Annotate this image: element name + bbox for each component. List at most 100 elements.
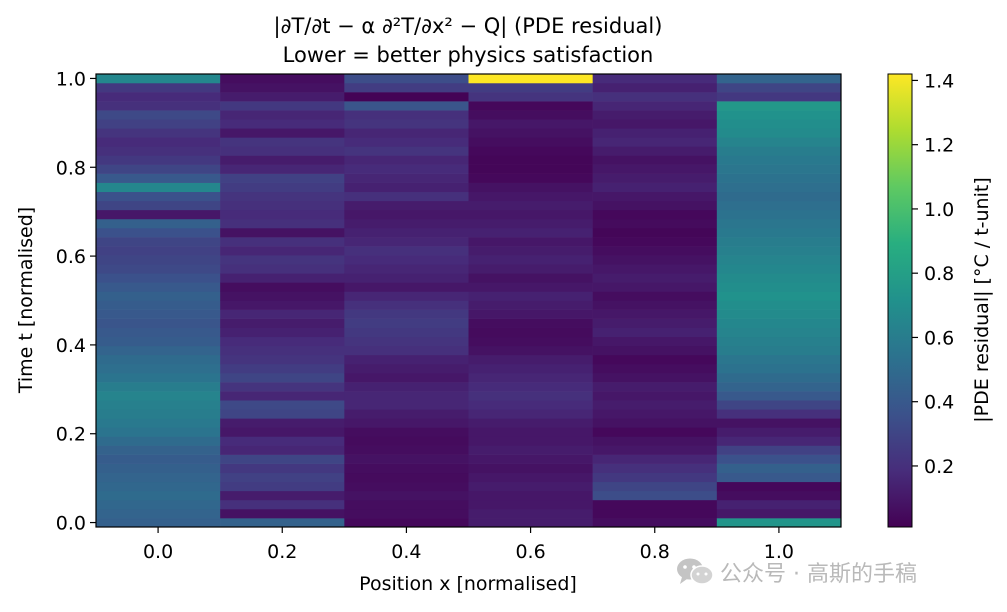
heatmap-cell	[96, 209, 221, 220]
heatmap-cell	[96, 436, 221, 446]
heatmap-cell	[592, 119, 718, 129]
heatmap-cell	[716, 508, 842, 519]
heatmap-cell	[592, 345, 718, 356]
heatmap-cell	[592, 472, 718, 483]
heatmap-cell	[716, 264, 842, 274]
heatmap-cell	[716, 363, 842, 374]
heatmap-cell	[468, 345, 593, 356]
heatmap-cell	[592, 400, 718, 410]
heatmap-cell	[96, 336, 221, 347]
heatmap-cell	[592, 518, 718, 528]
heatmap-cell	[344, 336, 469, 347]
heatmap-cell	[468, 373, 593, 383]
heatmap-cell	[592, 490, 718, 501]
x-tick-label: 0.2	[267, 541, 297, 563]
heatmap-cell	[96, 518, 221, 528]
heatmap-cell	[344, 427, 469, 437]
heatmap-cell	[344, 246, 469, 256]
heatmap-cell	[96, 382, 221, 392]
heatmap-cell	[220, 300, 345, 310]
heatmap-cell	[344, 173, 469, 183]
heatmap-cell	[716, 463, 842, 474]
heatmap-cell	[592, 436, 718, 446]
x-axis-label: Position x [normalised]	[359, 573, 577, 595]
heatmap-cell	[592, 237, 718, 247]
colorbar-tick-label: 1.2	[924, 135, 954, 157]
heatmap-cell	[344, 155, 469, 165]
heatmap-cell	[96, 327, 221, 338]
heatmap-cell	[220, 472, 345, 483]
heatmap-cell	[716, 182, 842, 193]
heatmap-cell	[344, 73, 469, 84]
heatmap-cell	[344, 146, 469, 156]
heatmap-cell	[96, 427, 221, 437]
heatmap-cell	[468, 200, 593, 211]
heatmap-cell	[344, 391, 469, 401]
heatmap-cell	[344, 436, 469, 446]
heatmap-cell	[468, 327, 593, 338]
heatmap-cell	[468, 300, 593, 310]
heatmap-cell	[344, 300, 469, 310]
heatmap-cell	[716, 255, 842, 265]
heatmap-cell	[716, 291, 842, 301]
heatmap-cell	[96, 454, 221, 464]
heatmap-cell	[716, 282, 842, 292]
heatmap-cell	[592, 164, 718, 174]
heatmap-cell	[96, 345, 221, 356]
heatmap-cell	[96, 155, 221, 165]
heatmap-cell	[220, 200, 345, 211]
plot-frame	[95, 73, 842, 528]
heatmap-cell	[220, 427, 345, 437]
heatmap-cell	[468, 146, 593, 156]
heatmap-cell	[468, 454, 593, 464]
heatmap-cell	[468, 291, 593, 301]
heatmap-cell	[468, 82, 593, 93]
x-tick-label: 0.0	[143, 541, 173, 563]
heatmap-cell	[592, 363, 718, 374]
heatmap-cell	[716, 382, 842, 392]
heatmap-cell	[592, 209, 718, 220]
heatmap-cell	[220, 400, 345, 410]
heatmap-cell	[468, 472, 593, 483]
heatmap-cell	[220, 137, 345, 147]
heatmap-cell	[96, 227, 221, 238]
heatmap-cell	[96, 218, 221, 229]
heatmap-cell	[592, 146, 718, 156]
y-tick-label: 1.0	[56, 68, 86, 90]
heatmap-cell	[592, 445, 718, 455]
heatmap-cell	[716, 128, 842, 138]
heatmap-cell	[96, 128, 221, 138]
x-axis: 0.0 0.2 0.4 0.6 0.8 1.0	[143, 527, 794, 563]
heatmap-cell	[592, 309, 718, 319]
heatmap-cell	[592, 282, 718, 292]
colorbar-tick-label: 0.2	[924, 456, 954, 478]
heatmap-cell	[220, 418, 345, 428]
heatmap-cell	[592, 101, 718, 111]
chart-subtitle: Lower = better physics satisfaction	[283, 43, 654, 67]
x-tick-label: 0.6	[515, 541, 545, 563]
heatmap-cell	[468, 101, 593, 111]
heatmap-cell	[344, 327, 469, 338]
heatmap-cell	[96, 237, 221, 247]
colorbar	[887, 73, 913, 528]
heatmap-cell	[220, 155, 345, 165]
heatmap-cell	[592, 246, 718, 256]
heatmap-cell	[344, 227, 469, 238]
watermark: 公众号 · 高斯的手稿	[676, 556, 917, 588]
heatmap-cell	[220, 373, 345, 383]
heatmap-cell	[220, 282, 345, 292]
heatmap-cell	[344, 273, 469, 283]
colorbar-tick-label: 1.0	[924, 199, 954, 221]
heatmap-cell	[344, 463, 469, 474]
heatmap-cell	[344, 518, 469, 528]
heatmap-cell	[96, 264, 221, 274]
heatmap-cell	[344, 264, 469, 274]
heatmap-cell	[592, 291, 718, 301]
heatmap-cell	[220, 454, 345, 464]
heatmap-cell	[468, 227, 593, 238]
heatmap-cell	[96, 300, 221, 310]
heatmap-cell	[344, 508, 469, 519]
heatmap-cell	[592, 82, 718, 93]
heatmap-cell	[716, 173, 842, 183]
